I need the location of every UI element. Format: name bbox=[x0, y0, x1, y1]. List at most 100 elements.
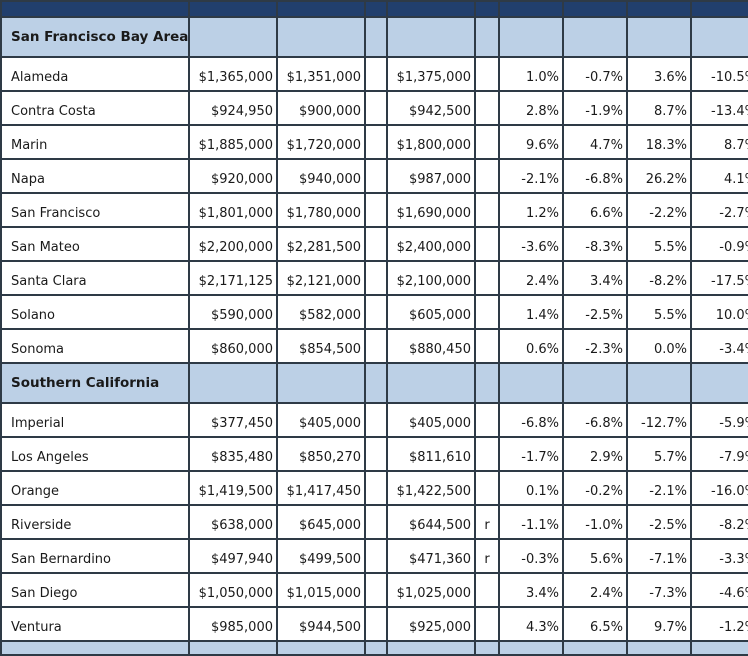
region-band-cell bbox=[364, 640, 388, 656]
price-col-3: $942,500 bbox=[386, 90, 476, 126]
price-col-2: $2,281,500 bbox=[276, 226, 366, 262]
pct-change-1: -6.8% bbox=[498, 402, 564, 438]
price-col-2: $854,500 bbox=[276, 328, 366, 364]
table-row: San Bernardino $497,940 $499,500 $471,360 r -… bbox=[0, 538, 748, 574]
pct-change-1: 2.8% bbox=[498, 90, 564, 126]
table-row: San Francisco $1,801,000 $1,780,000 $1,690,… bbox=[0, 192, 748, 228]
region-band-cell bbox=[386, 362, 476, 404]
pct-change-2: 5.6% bbox=[562, 538, 628, 574]
revised-flag bbox=[474, 90, 500, 126]
pct-change-4: 8.7% bbox=[690, 124, 748, 160]
table-row: Orange $1,419,500 $1,417,450 $1,422,500 0.1%… bbox=[0, 470, 748, 506]
price-col-3: $1,800,000 bbox=[386, 124, 476, 160]
price-col-2: $405,000 bbox=[276, 402, 366, 438]
pct-change-2: -8.3% bbox=[562, 226, 628, 262]
price-col-3: $405,000 bbox=[386, 402, 476, 438]
pct-change-2: 3.4% bbox=[562, 260, 628, 296]
pct-change-1: -1.1% bbox=[498, 504, 564, 540]
county-name: Solano bbox=[0, 294, 190, 330]
price-col-2: $1,720,000 bbox=[276, 124, 366, 160]
pct-change-4: -3.4% bbox=[690, 328, 748, 364]
pct-change-1: 1.4% bbox=[498, 294, 564, 330]
region-header-row: Southern California bbox=[0, 362, 748, 404]
pct-change-3: 5.5% bbox=[626, 226, 692, 262]
spacer-cell bbox=[364, 56, 388, 92]
table-row: Alameda $1,365,000 $1,351,000 $1,375,000 1.0… bbox=[0, 56, 748, 92]
pct-change-4: -13.4% bbox=[690, 90, 748, 126]
region-band-cell bbox=[276, 16, 366, 58]
region-band-cell bbox=[498, 640, 564, 656]
pct-change-2: -2.5% bbox=[562, 294, 628, 330]
pct-change-4: -5.9% bbox=[690, 402, 748, 438]
revised-flag bbox=[474, 470, 500, 506]
pct-change-2: -6.8% bbox=[562, 158, 628, 194]
price-col-3: $1,690,000 bbox=[386, 192, 476, 228]
price-col-3: $644,500 bbox=[386, 504, 476, 540]
price-col-1: $497,940 bbox=[188, 538, 278, 574]
price-col-1: $2,200,000 bbox=[188, 226, 278, 262]
region-band-cell bbox=[188, 640, 278, 656]
price-col-1: $1,365,000 bbox=[188, 56, 278, 92]
spacer-cell bbox=[364, 294, 388, 330]
pct-change-1: 2.4% bbox=[498, 260, 564, 296]
pct-change-4: -1.2% bbox=[690, 606, 748, 642]
revised-flag bbox=[474, 606, 500, 642]
table-row: Sonoma $860,000 $854,500 $880,450 0.6% -2.3% 0… bbox=[0, 328, 748, 364]
region-band-cell bbox=[188, 362, 278, 404]
region-band-cell bbox=[690, 16, 748, 58]
region-header-row: San Francisco Bay Area bbox=[0, 16, 748, 58]
price-col-3: $811,610 bbox=[386, 436, 476, 472]
county-name: Los Angeles bbox=[0, 436, 190, 472]
price-col-3: $1,025,000 bbox=[386, 572, 476, 608]
spacer-cell bbox=[364, 572, 388, 608]
price-col-3: $605,000 bbox=[386, 294, 476, 330]
pct-change-3: -7.3% bbox=[626, 572, 692, 608]
price-col-1: $985,000 bbox=[188, 606, 278, 642]
price-col-2: $1,015,000 bbox=[276, 572, 366, 608]
price-col-2: $1,351,000 bbox=[276, 56, 366, 92]
revised-flag bbox=[474, 436, 500, 472]
pct-change-3: -2.2% bbox=[626, 192, 692, 228]
region-band-cell bbox=[276, 362, 366, 404]
spacer-cell bbox=[364, 436, 388, 472]
price-col-1: $924,950 bbox=[188, 90, 278, 126]
county-name: San Francisco bbox=[0, 192, 190, 228]
pct-change-1: 1.2% bbox=[498, 192, 564, 228]
price-col-2: $944,500 bbox=[276, 606, 366, 642]
county-name: San Bernardino bbox=[0, 538, 190, 574]
revised-flag bbox=[474, 226, 500, 262]
region-band-cell bbox=[474, 16, 500, 58]
price-col-2: $1,780,000 bbox=[276, 192, 366, 228]
region-band-cell bbox=[0, 640, 190, 656]
county-name: Ventura bbox=[0, 606, 190, 642]
pct-change-1: -2.1% bbox=[498, 158, 564, 194]
county-name: Riverside bbox=[0, 504, 190, 540]
region-band-cell bbox=[474, 640, 500, 656]
spacer-cell bbox=[364, 226, 388, 262]
revised-flag: r bbox=[474, 504, 500, 540]
pct-change-3: 18.3% bbox=[626, 124, 692, 160]
pct-change-2: -0.2% bbox=[562, 470, 628, 506]
spacer-cell bbox=[364, 606, 388, 642]
table-row: Imperial $377,450 $405,000 $405,000 -6.8% -6.… bbox=[0, 402, 748, 438]
price-col-1: $835,480 bbox=[188, 436, 278, 472]
pct-change-2: -6.8% bbox=[562, 402, 628, 438]
pct-change-2: -1.9% bbox=[562, 90, 628, 126]
region-band-cell bbox=[386, 640, 476, 656]
price-col-3: $2,100,000 bbox=[386, 260, 476, 296]
price-col-2: $940,000 bbox=[276, 158, 366, 194]
table-row: Los Angeles $835,480 $850,270 $811,610 -1.7%… bbox=[0, 436, 748, 472]
county-name: Marin bbox=[0, 124, 190, 160]
pct-change-3: 3.6% bbox=[626, 56, 692, 92]
pct-change-3: -7.1% bbox=[626, 538, 692, 574]
pct-change-2: 4.7% bbox=[562, 124, 628, 160]
revised-flag bbox=[474, 294, 500, 330]
county-name: Alameda bbox=[0, 56, 190, 92]
county-name: Orange bbox=[0, 470, 190, 506]
pct-change-1: -1.7% bbox=[498, 436, 564, 472]
pct-change-3: 26.2% bbox=[626, 158, 692, 194]
table-row: Solano $590,000 $582,000 $605,000 1.4% -2.5% 5… bbox=[0, 294, 748, 330]
price-col-3: $880,450 bbox=[386, 328, 476, 364]
spacer-cell bbox=[364, 260, 388, 296]
pct-change-4: -8.2% bbox=[690, 504, 748, 540]
